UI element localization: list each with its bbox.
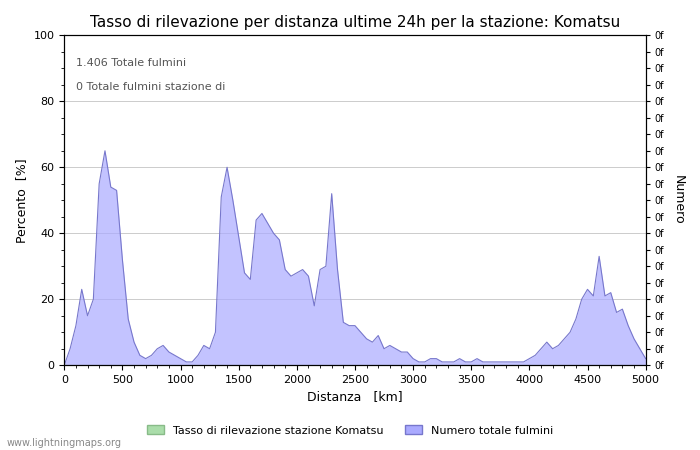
Y-axis label: Percento  [%]: Percento [%] xyxy=(15,158,28,243)
Text: 1.406 Totale fulmini: 1.406 Totale fulmini xyxy=(76,58,186,68)
Title: Tasso di rilevazione per distanza ultime 24h per la stazione: Komatsu: Tasso di rilevazione per distanza ultime… xyxy=(90,15,620,30)
Text: www.lightningmaps.org: www.lightningmaps.org xyxy=(7,437,122,447)
Y-axis label: Numero: Numero xyxy=(672,176,685,225)
X-axis label: Distanza   [km]: Distanza [km] xyxy=(307,391,402,404)
Text: 0 Totale fulmini stazione di: 0 Totale fulmini stazione di xyxy=(76,81,225,91)
Legend: Tasso di rilevazione stazione Komatsu, Numero totale fulmini: Tasso di rilevazione stazione Komatsu, N… xyxy=(143,421,557,440)
